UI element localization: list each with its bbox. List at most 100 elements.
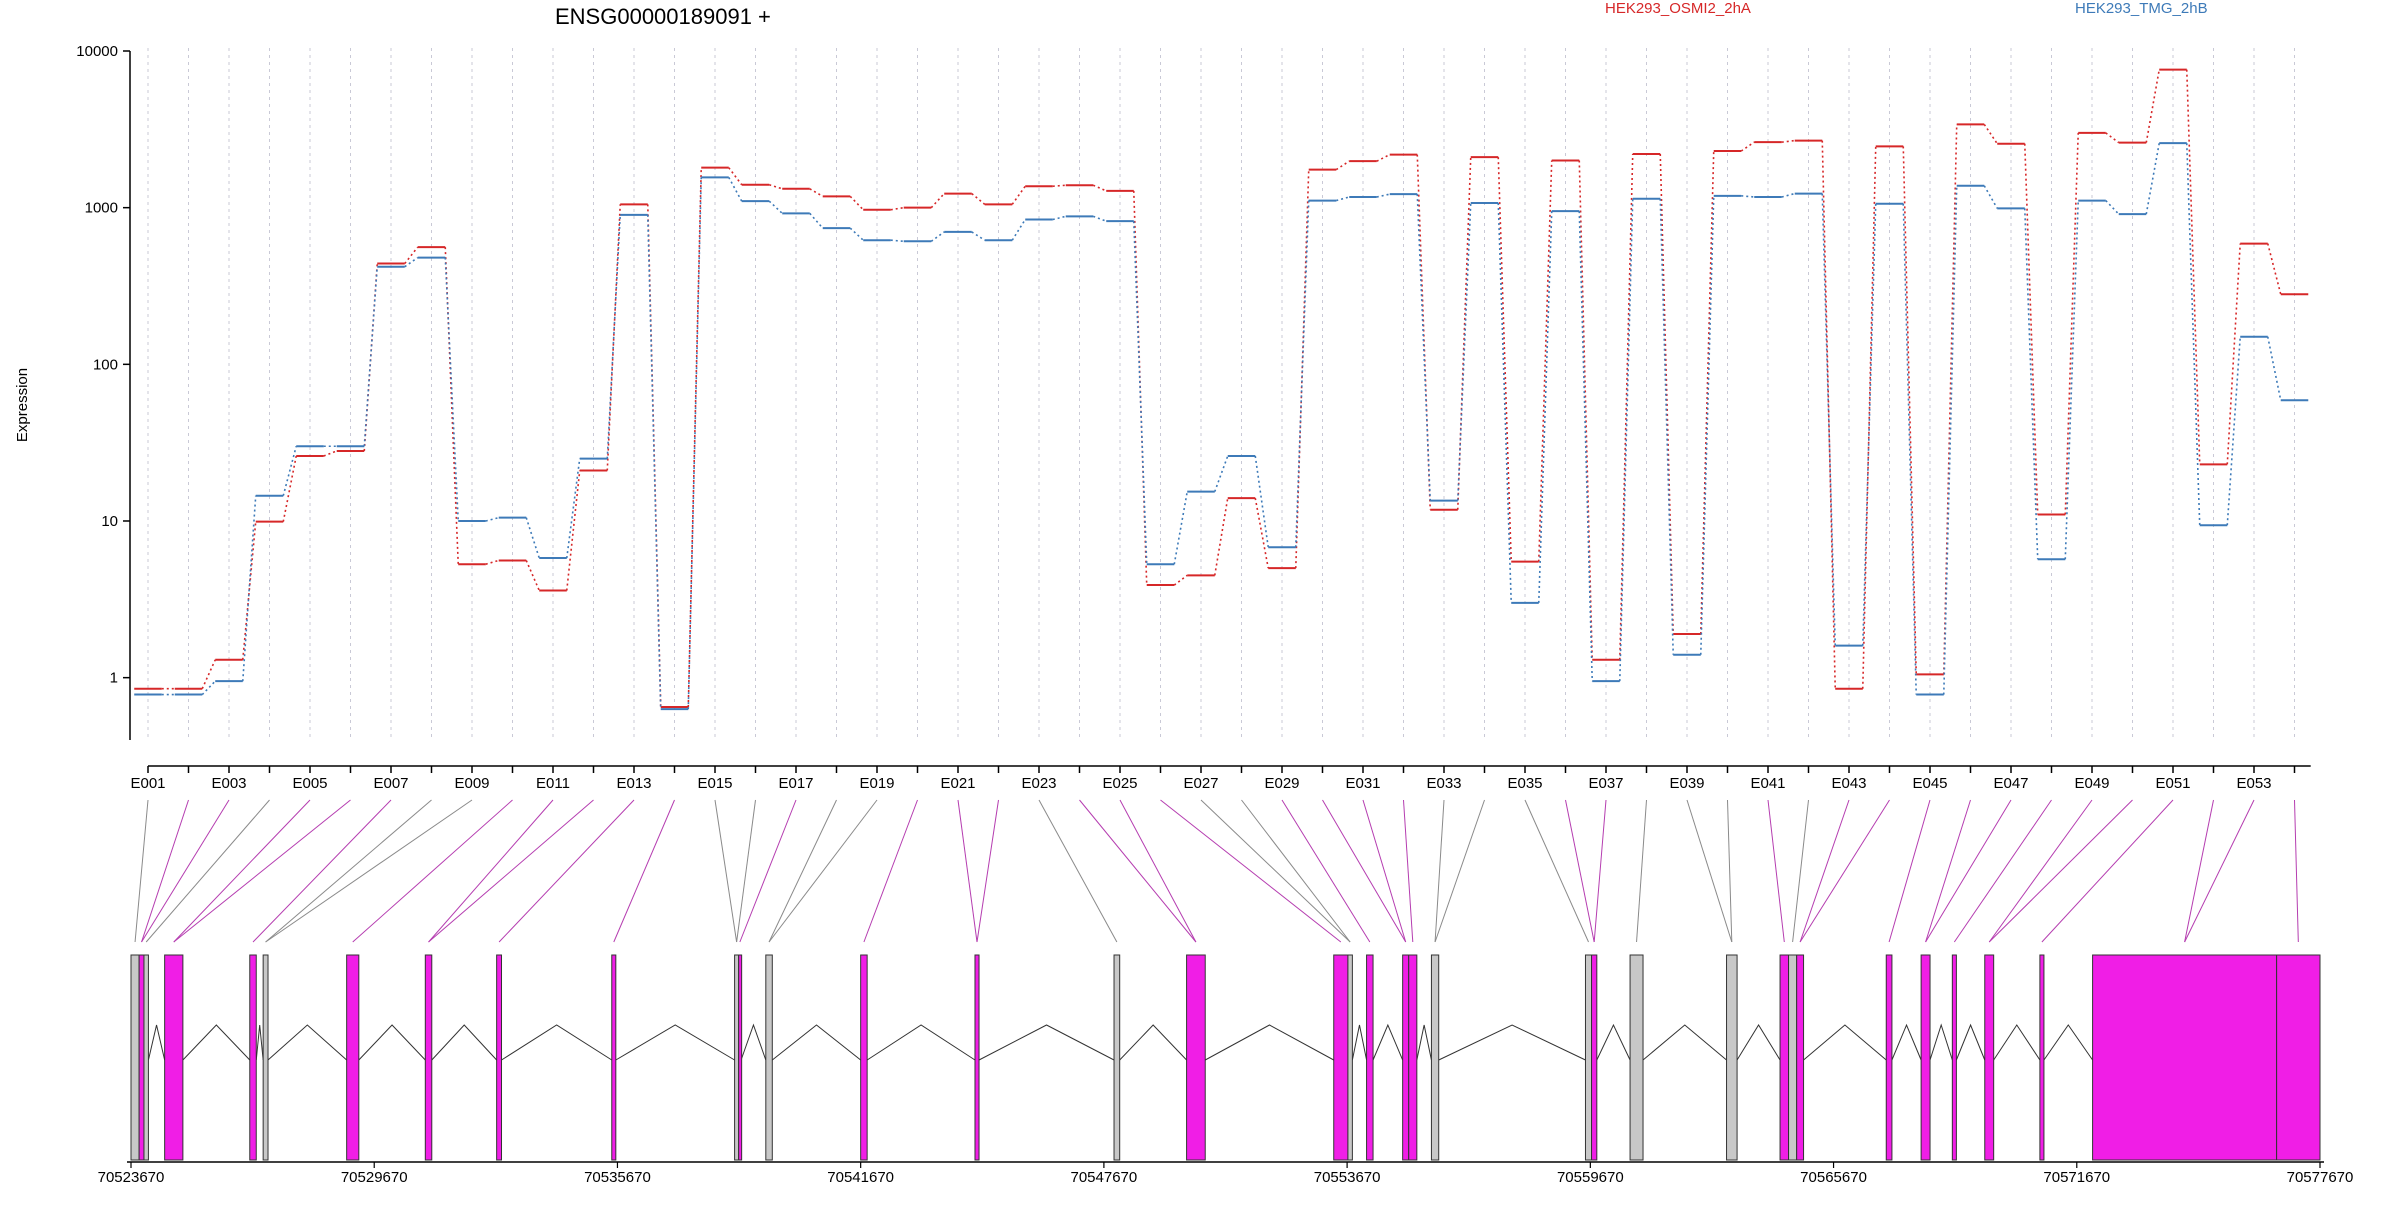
intron xyxy=(1351,1024,1368,1061)
intron xyxy=(431,1024,498,1061)
x-tick-label: E031 xyxy=(1345,775,1380,792)
x-axis: E001 E003 E005 E007 E009 E011 E013 E015 E017 E019… xyxy=(130,765,2311,792)
series-lines xyxy=(134,68,2309,711)
intron xyxy=(1372,1023,1404,1061)
series-connector xyxy=(1861,146,1877,689)
exon-connector xyxy=(1565,799,1595,943)
series-connector xyxy=(2145,69,2161,143)
series-connector xyxy=(849,227,864,241)
series-connector xyxy=(1781,139,1795,143)
exon-connector xyxy=(736,799,756,943)
coord-tick-label: 70577670 xyxy=(2287,1169,2354,1186)
exon-box xyxy=(2092,954,2278,1161)
series-connector xyxy=(2023,208,2039,560)
series-connector xyxy=(2266,243,2282,295)
series-connector xyxy=(1942,124,1958,675)
exon-connector xyxy=(173,799,311,943)
exon-box xyxy=(1113,954,1121,1161)
exon-box xyxy=(1408,954,1418,1161)
series-connector xyxy=(1537,160,1553,562)
x-tick-label: E027 xyxy=(1183,775,1218,792)
series-connector xyxy=(809,212,824,229)
exon-connector xyxy=(1241,799,1351,943)
series-connector xyxy=(444,257,460,522)
series-connector xyxy=(1618,198,1634,682)
series-connector xyxy=(201,659,216,690)
exon-box xyxy=(1726,954,1738,1161)
exon-box xyxy=(424,954,433,1161)
exon-connector xyxy=(2184,799,2214,943)
exon-connector xyxy=(1281,799,1371,943)
x-tick-label: E035 xyxy=(1507,775,1542,792)
series-connector xyxy=(525,517,540,559)
series-connector xyxy=(404,256,419,268)
exon-connector xyxy=(428,799,554,943)
legend-series-1: HEK293_OSMI2_2hA xyxy=(1605,0,1751,17)
exon-connector xyxy=(173,799,351,943)
series-connector xyxy=(1416,194,1432,501)
series-connector xyxy=(646,214,662,710)
series-connector xyxy=(1376,193,1390,198)
intron xyxy=(1891,1023,1922,1061)
series-connector xyxy=(1132,221,1148,565)
intron xyxy=(1929,1023,1953,1061)
intron xyxy=(267,1024,347,1061)
exon-connector xyxy=(1322,799,1407,943)
exon-box xyxy=(1951,954,1957,1161)
gene-model xyxy=(130,954,2321,1161)
x-tick-label: E029 xyxy=(1264,775,1299,792)
exon-connector xyxy=(1160,799,1342,943)
x-tick-label: E015 xyxy=(697,775,732,792)
series-connector xyxy=(1578,160,1594,660)
coord-tick-label: 70541670 xyxy=(827,1169,894,1186)
series-connector xyxy=(282,446,298,496)
exon-box xyxy=(974,954,980,1161)
x-tick-label: E039 xyxy=(1669,775,1704,792)
coord-tick-label: 70523670 xyxy=(98,1169,165,1186)
series-connector xyxy=(1740,141,1755,152)
exon-connector xyxy=(1686,799,1733,943)
series-connector xyxy=(485,516,499,522)
series-connector xyxy=(728,167,743,186)
series-connector xyxy=(1942,185,1958,695)
exon-connector xyxy=(957,799,978,943)
series-connector xyxy=(2185,143,2201,526)
series-connector xyxy=(1902,203,1918,695)
series-connector xyxy=(1092,184,1107,192)
y-tick-label: 1000 xyxy=(85,200,118,217)
series-connector xyxy=(1092,215,1107,222)
series-connector xyxy=(1741,195,1755,198)
intron xyxy=(1736,1024,1781,1061)
exon-connector xyxy=(1792,799,1809,943)
exon-connector xyxy=(1767,799,1785,943)
exon-box xyxy=(734,954,740,1161)
series-connector xyxy=(1699,150,1715,635)
exon-connector xyxy=(1888,799,1931,943)
exon-connector xyxy=(1953,799,2052,943)
x-tick-label: E033 xyxy=(1426,775,1461,792)
intron xyxy=(501,1024,613,1061)
exon-connector xyxy=(252,799,392,943)
series-connector xyxy=(1861,203,1877,646)
y-tick-label: 10 xyxy=(101,513,118,530)
x-tick-label: E019 xyxy=(859,775,894,792)
series-connector xyxy=(241,495,257,682)
exon-box xyxy=(130,954,140,1161)
series-connector xyxy=(404,246,419,265)
exon-connector xyxy=(1362,799,1407,943)
exon-box xyxy=(2276,954,2321,1161)
exon-box xyxy=(1984,954,1995,1161)
series-connector xyxy=(2105,132,2120,144)
grid-lines xyxy=(147,48,2295,740)
exon-connector xyxy=(768,799,878,943)
exon-box xyxy=(1186,954,1206,1161)
y-axis: 1 10 100 1000 10000 xyxy=(76,43,131,740)
exon-box xyxy=(1788,954,1798,1161)
series-connector xyxy=(1254,455,1270,548)
series-connector xyxy=(1497,157,1513,562)
exon-connector xyxy=(863,799,918,943)
series-connector xyxy=(2185,69,2201,465)
y-tick-label: 10000 xyxy=(76,43,118,60)
